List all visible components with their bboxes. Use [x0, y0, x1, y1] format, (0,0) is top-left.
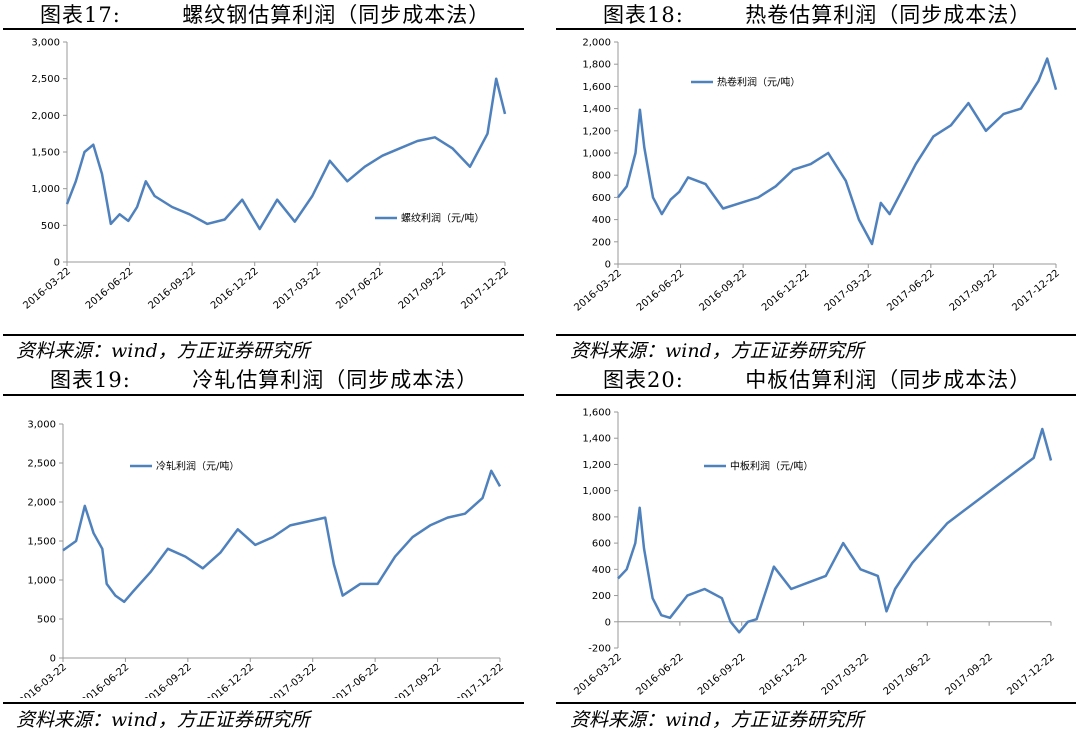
y-tick-label: 3,000 — [31, 38, 60, 49]
y-tick-label: 1,000 — [31, 184, 60, 195]
source-note-20: 资料来源：wind，方正证券研究所 — [570, 709, 864, 731]
top-rule-left — [3, 28, 524, 30]
y-tick-label: 200 — [592, 237, 611, 248]
chart-panel-19: 0 500 1,000 1,500 2,000 2,500 3,000 2016-03-22 2… — [17, 420, 506, 699]
mid-rule-left-bottom — [3, 394, 524, 396]
x-tick-label: 2017-03-22 — [823, 268, 875, 314]
y-tick-label: 1,200 — [582, 460, 611, 471]
source-note-17: 资料来源：wind，方正证券研究所 — [16, 340, 310, 362]
y-tick-label: 0 — [605, 260, 611, 271]
panel-title-17: 图表17: 螺纹钢估算利润（同步成本法） — [40, 3, 491, 27]
x-tick-label: 2017-09-22 — [948, 268, 1000, 314]
legend-label: 冷轧利润（元/吨） — [156, 460, 239, 473]
x-tick-label: 2017-03-22 — [272, 266, 324, 312]
y-tick-label: 0 — [50, 654, 56, 665]
y-tick-label: 1,500 — [31, 148, 60, 159]
y-tick-label: 1,200 — [582, 126, 611, 137]
y-tick-label: 1,600 — [582, 82, 611, 93]
y-tick-label: 2,000 — [27, 498, 56, 509]
x-tick-label: 2016-03-22 — [572, 652, 624, 698]
x-tick-label: 2016-06-22 — [84, 266, 136, 312]
y-tick-label: 800 — [592, 512, 611, 523]
series-line — [65, 77, 507, 231]
y-tick-label: 600 — [592, 193, 611, 204]
x-tick-label: 2016-12-22 — [209, 266, 261, 312]
top-rule-right — [556, 28, 1076, 30]
x-tick-label: 2017-06-22 — [882, 652, 934, 698]
legend-label: 中板利润（元/吨） — [730, 460, 813, 473]
y-tick-label: 1,400 — [582, 434, 611, 445]
legend-label: 热卷利润（元/吨） — [717, 76, 800, 89]
y-tick-label: 1,500 — [27, 537, 56, 548]
x-tick-label: 2017-03-22 — [267, 662, 319, 698]
y-tick-label: 500 — [41, 221, 60, 232]
y-tick-label: 1,000 — [582, 486, 611, 497]
y-tick-label: 0 — [54, 258, 60, 269]
x-tick-label: 2017-12-22 — [454, 662, 506, 698]
y-tick-label: 400 — [592, 565, 611, 576]
mid-rule-left-top — [3, 334, 524, 336]
source-note-19: 资料来源：wind，方正证券研究所 — [16, 709, 310, 731]
y-tick-label: 1,000 — [27, 576, 56, 587]
x-tick-label: 2016-06-22 — [80, 662, 132, 698]
x-tick-label: 2017-06-22 — [334, 266, 386, 312]
y-tick-label: 2,000 — [31, 111, 60, 122]
x-tick-label: 2017-12-22 — [1010, 268, 1062, 314]
y-tick-label: 800 — [592, 171, 611, 182]
x-tick-label: 2016-09-22 — [696, 652, 748, 698]
x-tick-label: 2017-09-22 — [943, 652, 995, 698]
y-tick-label: 2,500 — [27, 459, 56, 470]
x-tick-label: 2016-12-22 — [758, 652, 810, 698]
x-tick-label: 2016-12-22 — [760, 268, 812, 314]
y-tick-label: 0 — [605, 617, 611, 628]
mid-rule-right-top — [556, 334, 1076, 336]
legend-label: 螺纹利润（元/吨） — [401, 212, 484, 225]
bottom-rule-left — [3, 702, 524, 704]
series-line — [617, 427, 1053, 634]
y-tick-label: 1,000 — [582, 149, 611, 160]
chart-panel-18: 0 200 400 600 800 1,000 1,200 1,400 1,600 1,800 2,… — [572, 38, 1062, 314]
y-tick-label: 600 — [592, 539, 611, 550]
y-tick-label: 1,800 — [582, 60, 611, 71]
x-tick-label: 2016-03-22 — [572, 268, 624, 314]
panel-title-18: 图表18: 热卷估算利润（同步成本法） — [603, 3, 1032, 27]
bottom-rule-right — [556, 702, 1076, 704]
x-tick-label: 2017-09-22 — [392, 662, 444, 698]
x-tick-label: 2016-03-22 — [17, 662, 69, 698]
x-tick-label: 2016-09-22 — [697, 268, 749, 314]
y-tick-label: -200 — [588, 644, 611, 655]
y-tick-label: 3,000 — [27, 420, 56, 431]
series-line — [62, 469, 502, 604]
mid-rule-right-bottom — [556, 394, 1076, 396]
x-tick-label: 2017-12-22 — [459, 266, 511, 312]
source-note-18: 资料来源：wind，方正证券研究所 — [570, 340, 864, 362]
x-tick-label: 2017-06-22 — [885, 268, 937, 314]
x-tick-label: 2016-06-22 — [634, 652, 686, 698]
series-line — [617, 57, 1058, 246]
x-tick-label: 2016-06-22 — [635, 268, 687, 314]
y-tick-label: 400 — [592, 215, 611, 226]
y-tick-label: 500 — [37, 615, 56, 626]
y-tick-label: 1,600 — [582, 408, 611, 419]
panel-title-20: 图表20: 中板估算利润（同步成本法） — [603, 368, 1032, 392]
x-tick-label: 2016-03-22 — [21, 266, 73, 312]
y-tick-label: 1,400 — [582, 104, 611, 115]
chart-panel-20: -200 0 200 400 600 800 1,000 1,200 1,400 1,600 201… — [572, 408, 1057, 698]
x-tick-label: 2017-03-22 — [820, 652, 872, 698]
y-tick-label: 2,000 — [582, 38, 611, 49]
x-tick-label: 2017-06-22 — [329, 662, 381, 698]
x-tick-label: 2016-09-22 — [142, 662, 194, 698]
x-tick-label: 2017-09-22 — [397, 266, 449, 312]
y-tick-label: 200 — [592, 591, 611, 602]
x-tick-label: 2017-12-22 — [1005, 652, 1057, 698]
x-tick-label: 2016-09-22 — [146, 266, 198, 312]
y-tick-label: 2,500 — [31, 74, 60, 85]
panel-title-19: 图表19: 冷轧估算利润（同步成本法） — [50, 368, 479, 392]
x-tick-label: 2016-12-22 — [205, 662, 257, 698]
